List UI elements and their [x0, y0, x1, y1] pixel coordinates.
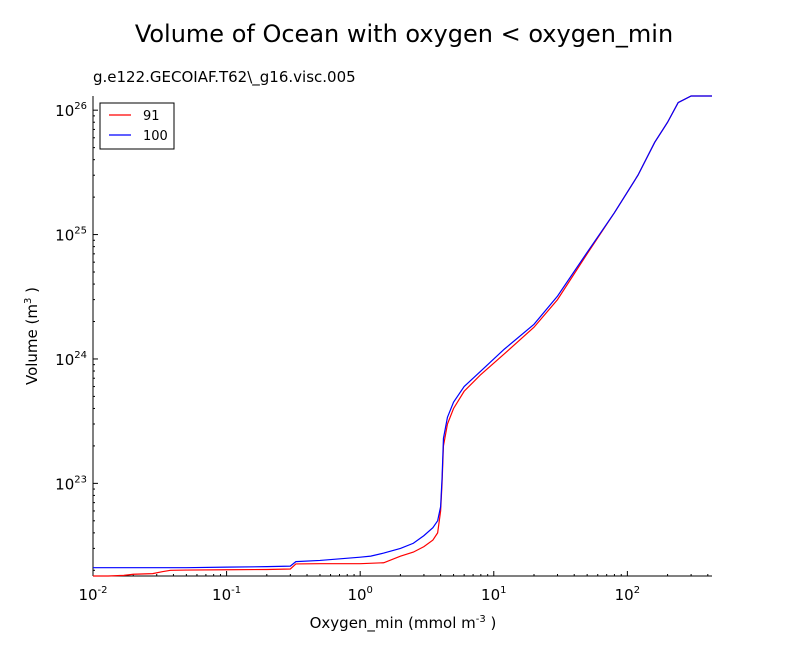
x-tick-label: 102 — [615, 585, 640, 604]
chart-subtitle: g.e122.GECOIAF.T62\_g16.visc.005 — [93, 68, 356, 87]
y-tick-label: 1025 — [55, 226, 87, 245]
plot-area: 10-2 10-1 100 101 102 1023 1024 1025 1026 91 100 — [55, 95, 712, 604]
chart-title: Volume of Ocean with oxygen < oxygen_min — [135, 20, 673, 48]
y-tick-label: 1024 — [55, 350, 87, 369]
series-line-91 — [93, 95, 712, 577]
legend-box — [99, 102, 175, 150]
x-tick-label: 10-1 — [212, 585, 241, 604]
x-tick-label: 10-2 — [78, 585, 107, 604]
legend-label-100: 100 — [143, 129, 168, 144]
x-axis-label: Oxygen_min (mmol m-3 ) — [310, 614, 497, 633]
x-tick-label: 101 — [481, 585, 506, 604]
series-line-100 — [93, 95, 712, 569]
x-tick-label: 100 — [347, 585, 372, 604]
y-axis-label: Volume (m3 ) — [23, 287, 41, 385]
y-tick-label: 1023 — [55, 474, 87, 493]
y-tick-label: 1026 — [55, 101, 87, 120]
legend-label-91: 91 — [143, 109, 160, 124]
